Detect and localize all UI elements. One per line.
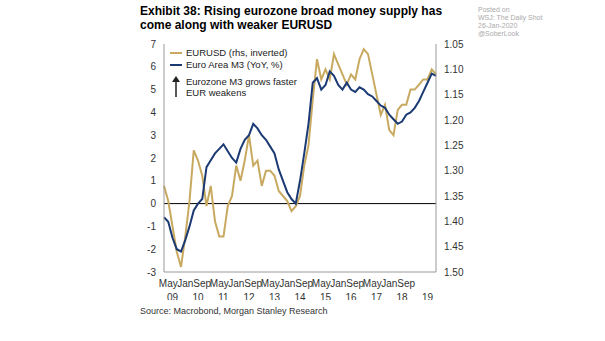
svg-text:12: 12 xyxy=(243,292,255,300)
html-text:WSJ: The Daily Shot: WSJ: The Daily Shot xyxy=(478,14,543,21)
html-text:26-Jan-2020: 26-Jan-2020 xyxy=(478,22,518,29)
svg-text:17: 17 xyxy=(371,292,383,300)
svg-text:-1: -1 xyxy=(147,221,156,232)
svg-text:6: 6 xyxy=(150,61,156,72)
svg-text:Sep: Sep xyxy=(295,278,314,290)
html-text:EURUSD (rhs, inverted): EURUSD (rhs, inverted) xyxy=(186,47,288,58)
svg-text:1.05: 1.05 xyxy=(444,39,464,50)
svg-text:Jan: Jan xyxy=(177,278,193,289)
svg-text:19: 19 xyxy=(422,292,434,300)
svg-text:Jan: Jan xyxy=(279,278,295,289)
svg-text:1.10: 1.10 xyxy=(444,64,464,75)
svg-text:1.45: 1.45 xyxy=(444,241,464,252)
svg-text:3: 3 xyxy=(150,130,156,141)
html-text:Eurozone M3 grows faster: Eurozone M3 grows faster xyxy=(186,76,297,87)
svg-text:18: 18 xyxy=(396,292,408,300)
svg-text:14: 14 xyxy=(294,292,306,300)
svg-text:1.50: 1.50 xyxy=(444,267,464,278)
svg-text:2: 2 xyxy=(150,153,156,164)
svg-text:Jan: Jan xyxy=(228,278,244,289)
svg-text:-3: -3 xyxy=(147,267,156,278)
svg-text:1.35: 1.35 xyxy=(444,191,464,202)
svg-text:15: 15 xyxy=(320,292,332,300)
svg-text:5: 5 xyxy=(150,84,156,95)
svg-text:13: 13 xyxy=(269,292,281,300)
svg-text:7: 7 xyxy=(150,39,156,50)
svg-text:1: 1 xyxy=(150,175,156,186)
html-text:Exhibit 38: Rising eurozone br: Exhibit 38: Rising eurozone broad money … xyxy=(140,4,443,32)
svg-text:1.40: 1.40 xyxy=(444,216,464,227)
svg-text:Sep: Sep xyxy=(244,278,263,290)
html-text:EUR weakens: EUR weakens xyxy=(186,87,247,98)
svg-text:-2: -2 xyxy=(147,244,156,255)
svg-text:Sep: Sep xyxy=(397,278,415,289)
svg-text:May: May xyxy=(363,278,382,289)
svg-text:1.25: 1.25 xyxy=(444,140,464,151)
svg-text:10: 10 xyxy=(192,292,204,300)
svg-text:1.20: 1.20 xyxy=(444,115,464,126)
svg-text:May: May xyxy=(210,278,229,289)
svg-text:1.15: 1.15 xyxy=(444,89,464,100)
svg-text:May: May xyxy=(159,278,178,289)
html-text:Source: Macrobond, Morgan Stan: Source: Macrobond, Morgan Stanley Resear… xyxy=(140,306,328,316)
svg-text:Sep: Sep xyxy=(346,278,365,290)
html-text:Posted on: Posted on xyxy=(478,6,510,13)
svg-text:Jan: Jan xyxy=(330,278,346,289)
svg-text:0: 0 xyxy=(150,198,156,209)
svg-text:Jan: Jan xyxy=(381,278,397,289)
svg-text:11: 11 xyxy=(218,292,229,300)
svg-text:Sep: Sep xyxy=(193,278,212,290)
svg-text:May: May xyxy=(261,278,280,289)
html-text:@SoberLook: @SoberLook xyxy=(478,30,519,37)
html-text:Euro Area M3 (YoY, %): Euro Area M3 (YoY, %) xyxy=(186,59,283,70)
svg-text:1.30: 1.30 xyxy=(444,165,464,176)
svg-text:09: 09 xyxy=(167,292,179,300)
svg-text:May: May xyxy=(312,278,331,289)
svg-text:4: 4 xyxy=(150,107,156,118)
svg-text:16: 16 xyxy=(345,292,357,300)
